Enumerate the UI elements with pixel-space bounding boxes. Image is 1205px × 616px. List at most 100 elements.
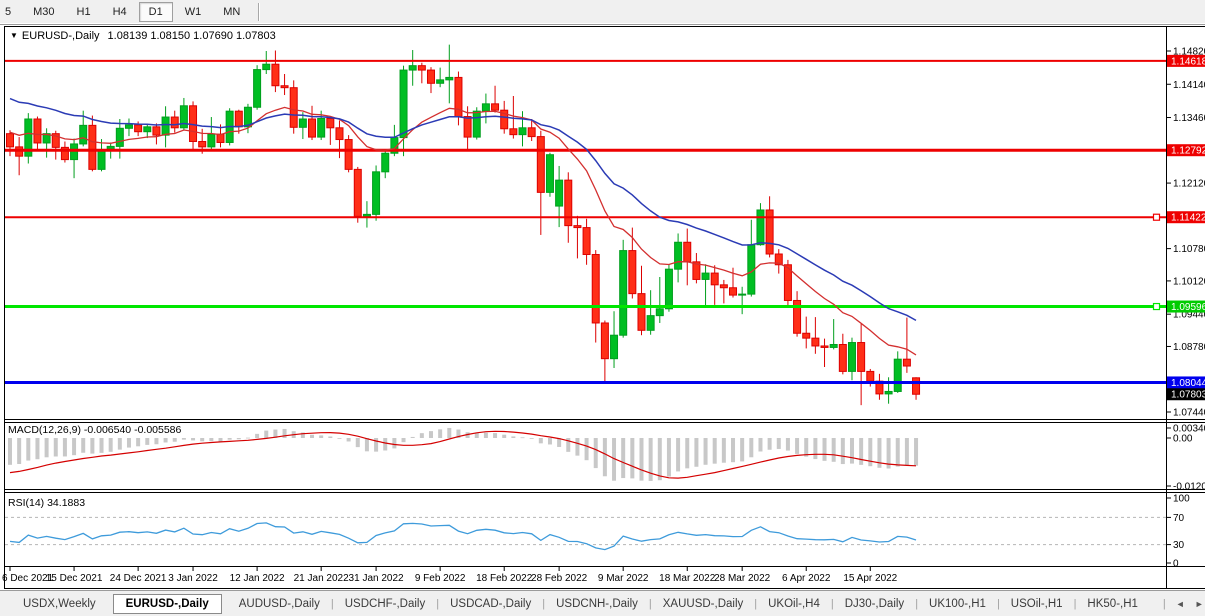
line-handle[interactable]	[1152, 302, 1161, 311]
candle	[719, 284, 728, 289]
price-tick-label: 1.14140	[1173, 80, 1205, 91]
date-label: 12 Jan 2022	[230, 573, 285, 584]
date-label: 18 Feb 2022	[476, 573, 533, 584]
candle	[857, 342, 866, 372]
candle	[582, 227, 591, 255]
tab-separator: |	[915, 597, 919, 610]
date-label: 6 Dec 2021	[2, 573, 54, 584]
timeframe-button-h1[interactable]: H1	[76, 6, 91, 18]
candle	[143, 126, 152, 133]
rsi-axis-label: 0	[1173, 559, 1179, 570]
candle	[765, 209, 774, 255]
tab-usoil-h1[interactable]: USOil-,H1	[1010, 597, 1063, 610]
candle	[170, 116, 179, 129]
candle	[536, 136, 545, 193]
candle	[381, 152, 390, 173]
candle	[426, 69, 435, 84]
candle	[591, 253, 600, 324]
tab-usdx-weekly[interactable]: USDX,Weekly	[23, 597, 96, 610]
timeframe-button-d1[interactable]: D1	[138, 2, 173, 22]
candle	[793, 299, 802, 334]
tab-usdcad-daily[interactable]: USDCAD-,Daily	[450, 597, 532, 610]
candle	[417, 65, 426, 71]
rsi-axis-label: 30	[1173, 540, 1185, 551]
horizontal-line-1.09596[interactable]	[5, 302, 1166, 311]
timeframe-button-m30[interactable]: M30	[33, 6, 55, 18]
candle	[481, 103, 490, 112]
tab-eurusd-daily[interactable]: EURUSD-,Daily	[112, 593, 222, 614]
price-chart[interactable]: 1.14820 1.14140 1.13460 1.12120 1.10780 1.101…	[0, 0, 1205, 590]
tab-hk50-h1[interactable]: HK50-,H1	[1087, 597, 1138, 610]
candle	[335, 127, 344, 141]
candle	[179, 105, 188, 129]
timeframe-button-w1[interactable]: W1	[184, 6, 202, 18]
svg-text:1.07803: 1.07803	[1171, 390, 1205, 401]
timeframe-button-mn[interactable]: MN	[223, 6, 241, 18]
horizontal-line-1.11422[interactable]	[5, 213, 1166, 221]
current-price-label: 1.07803	[1167, 388, 1205, 401]
date-label: 31 Jan 2022	[349, 573, 404, 584]
tab-usdcnh-daily[interactable]: USDCNH-,Daily	[556, 597, 638, 610]
tab-separator: |	[996, 597, 1000, 610]
date-label: 18 Mar 2022	[659, 573, 716, 584]
candle	[847, 342, 856, 372]
candle	[646, 315, 655, 331]
candle	[216, 133, 225, 143]
macd-axis-label: -0.012051	[1173, 482, 1205, 493]
tab-ukoil-h4[interactable]: UKOil-,H4	[768, 597, 820, 610]
line-handle[interactable]	[1152, 213, 1161, 221]
candle	[253, 69, 262, 108]
price-tick-label: 1.14820	[1173, 47, 1205, 58]
tab-separator: |	[330, 597, 334, 610]
candle	[683, 241, 692, 263]
macd-axis-label: 0.003408	[1173, 424, 1205, 435]
price-tick-label: 1.09440	[1173, 310, 1205, 321]
line-price-label: 1.14618	[1167, 54, 1205, 67]
candle	[79, 124, 88, 145]
tab-usdchf-daily[interactable]: USDCHF-,Daily	[344, 597, 426, 610]
candle	[51, 133, 60, 148]
candle	[124, 124, 133, 129]
tab-separator: |	[436, 597, 440, 610]
candle	[664, 268, 673, 310]
candle	[271, 63, 280, 87]
candlesticks	[6, 44, 921, 406]
candle	[399, 69, 408, 139]
date-label: 21 Jan 2022	[294, 573, 349, 584]
tab-scroll-right-icon[interactable]: ►	[1194, 598, 1204, 609]
candle	[619, 250, 628, 336]
price-axis[interactable]: 1.14820 1.14140 1.13460 1.12120 1.10780 1.101…	[1166, 47, 1205, 419]
date-label: 6 Apr 2022	[782, 573, 831, 584]
moving-average-slow	[9, 97, 917, 322]
candle	[674, 241, 683, 270]
date-label: 9 Feb 2022	[415, 573, 466, 584]
tab-separator: |	[754, 597, 758, 610]
tab-xauusd-daily[interactable]: XAUUSD-,Daily	[662, 597, 744, 610]
tab-dj30-daily[interactable]: DJ30-,Daily	[844, 597, 905, 610]
price-tick-label: 1.08780	[1173, 342, 1205, 353]
candle	[756, 209, 765, 246]
chart-dropdown-icon[interactable]: ▼	[10, 31, 18, 40]
tab-scroll-left-icon[interactable]: ◄	[1175, 598, 1185, 609]
candle	[866, 370, 875, 382]
tab-uk100-h1[interactable]: UK100-,H1	[929, 597, 986, 610]
timeframe-button-h4[interactable]: H4	[112, 6, 127, 18]
date-label: 9 Mar 2022	[598, 573, 649, 584]
moving-average-fast	[9, 106, 917, 356]
panel-divider[interactable]	[4, 419, 1205, 423]
line-price-label: 1.08044	[1167, 376, 1205, 389]
candle	[518, 127, 527, 136]
macd-histogram	[8, 427, 919, 481]
tab-audusd-daily[interactable]: AUDUSD-,Daily	[238, 597, 320, 610]
chart-ohlc-values: 1.08139 1.08150 1.07690 1.07803	[107, 30, 276, 42]
candle	[472, 110, 481, 138]
candle	[344, 139, 353, 170]
date-label: 24 Dec 2021	[110, 573, 167, 584]
svg-text:1.09596: 1.09596	[1171, 302, 1205, 313]
timeframe-button-5[interactable]: 5	[5, 6, 12, 18]
candle	[729, 287, 738, 296]
panel-divider[interactable]	[4, 489, 1205, 493]
candle	[362, 213, 371, 217]
